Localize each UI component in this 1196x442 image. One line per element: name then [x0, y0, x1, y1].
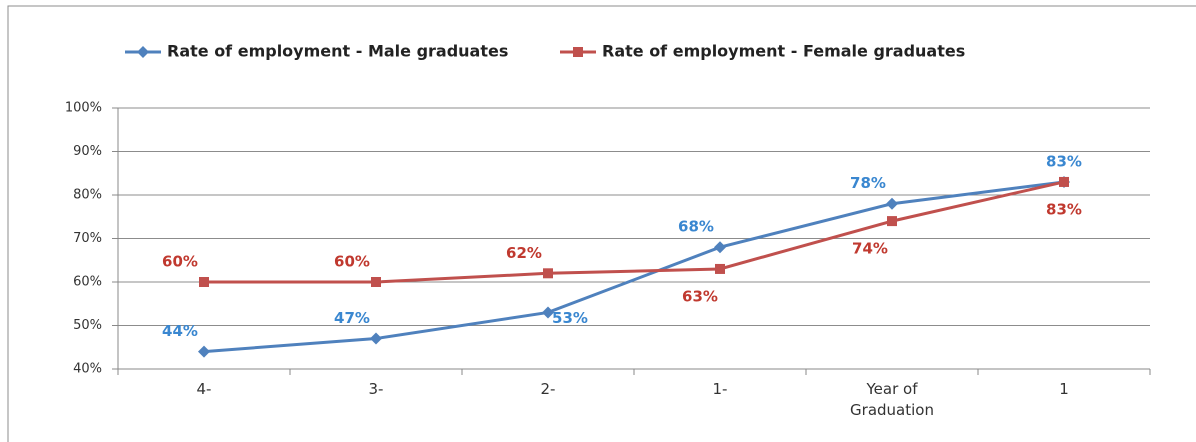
data-label: 62%	[506, 244, 542, 262]
legend-label: Rate of employment - Female graduates	[602, 42, 965, 61]
x-tick-label: 1-	[712, 380, 728, 398]
series-line	[203, 180, 1065, 354]
data-label: 78%	[850, 174, 886, 192]
data-label: 63%	[682, 287, 718, 305]
point-marker	[198, 345, 210, 358]
point-marker	[887, 216, 897, 227]
x-tick-label: 2-	[540, 380, 556, 398]
data-label: 47%	[334, 309, 370, 327]
data-label: 83%	[1046, 200, 1082, 218]
x-tick-label: 3-	[368, 380, 384, 398]
data-label: 60%	[162, 253, 198, 271]
data-label: 68%	[678, 218, 714, 236]
point-marker	[542, 306, 554, 319]
series-line	[204, 180, 1065, 284]
x-tick-label: Year of Graduation	[850, 380, 934, 419]
point-marker	[715, 263, 725, 274]
data-label: 60%	[334, 253, 370, 271]
x-tick-label: 4-	[196, 380, 212, 398]
data-label: 53%	[552, 309, 588, 327]
y-tick-label: 90%	[73, 144, 102, 159]
chart-frame	[7, 5, 1196, 442]
y-tick-label: 80%	[73, 188, 102, 203]
data-label: 83%	[1046, 152, 1082, 170]
y-tick-label: 50%	[73, 318, 102, 333]
x-tick-label: 1	[1059, 380, 1069, 398]
data-label: 44%	[162, 322, 198, 340]
y-tick-label: 40%	[73, 362, 102, 377]
point-marker	[370, 332, 382, 345]
y-tick-label: 100%	[65, 101, 102, 116]
legend-marker	[573, 47, 583, 57]
point-marker	[371, 277, 381, 287]
point-marker	[1059, 176, 1069, 187]
point-marker	[714, 241, 726, 254]
y-tick-label: 60%	[73, 275, 102, 290]
point-marker	[543, 268, 553, 279]
legend-label: Rate of employment - Male graduates	[167, 42, 508, 61]
data-label: 74%	[852, 240, 888, 258]
y-tick-label: 70%	[73, 231, 102, 246]
point-marker	[199, 277, 209, 287]
legend-marker	[137, 46, 149, 58]
point-marker	[886, 197, 898, 210]
